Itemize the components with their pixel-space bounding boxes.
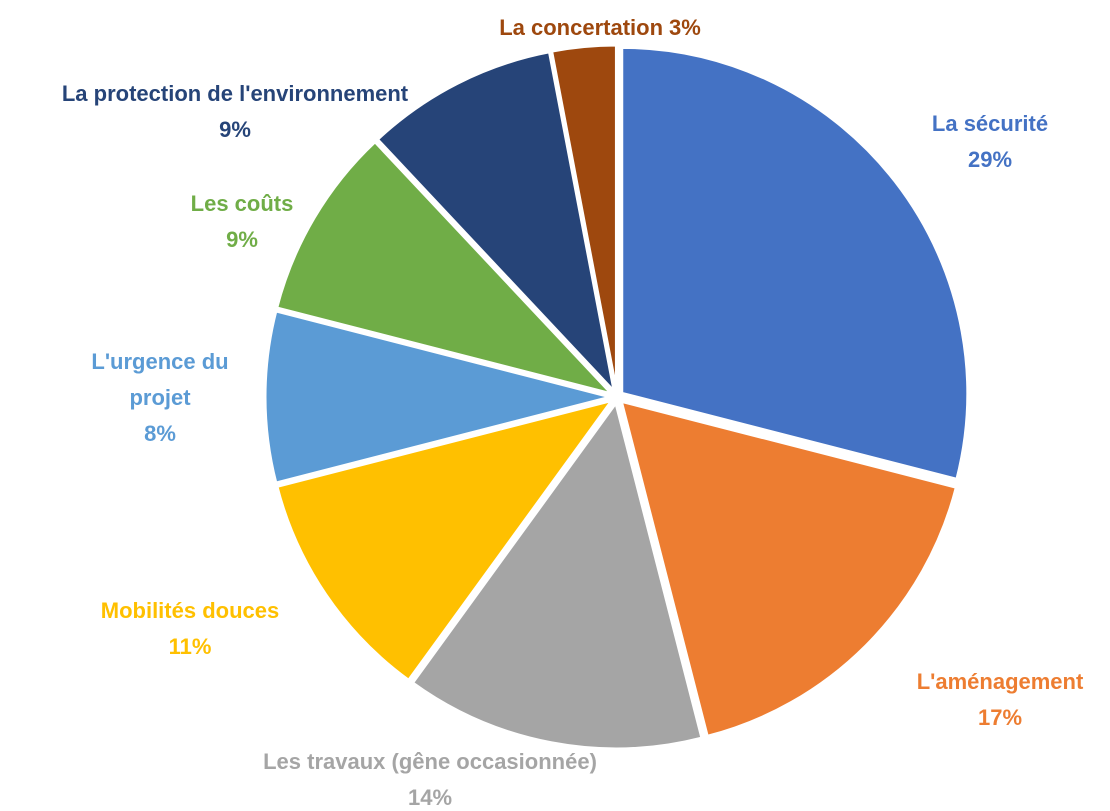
value-label: 11% — [168, 634, 212, 659]
value-label: 9% — [226, 227, 258, 252]
pie-slice — [619, 399, 959, 739]
category-label: La protection de l'environnement — [61, 81, 409, 106]
category-label: La concertation — [499, 15, 664, 40]
value-label: 9% — [219, 117, 251, 142]
category-label: Les travaux (gêne occasionnée) — [263, 749, 597, 774]
data-label: L'aménagement 17% — [917, 664, 1084, 736]
category-label: L'aménagement — [916, 669, 1084, 694]
pie-slice — [549, 43, 618, 392]
data-label: Les coûts 9% — [191, 186, 294, 258]
value-label: 29% — [967, 147, 1013, 172]
pie-slice — [620, 45, 970, 482]
value-label: 17% — [977, 705, 1023, 730]
pie-slice — [263, 309, 612, 485]
value-label: 8% — [144, 421, 176, 446]
value-label: 14% — [407, 785, 453, 810]
data-label: La concertation 3% — [499, 10, 701, 46]
data-label: La protection de l'environnement 9% — [62, 76, 408, 148]
pie-slice — [375, 50, 617, 397]
category-label: L'urgence du projet — [91, 349, 229, 410]
data-label: Les travaux (gêne occasionnée) 14% — [263, 744, 597, 811]
value-label: 3% — [669, 15, 701, 40]
pie-slice — [275, 397, 616, 683]
data-label: La sécurité 29% — [932, 106, 1048, 178]
category-label: Mobilités douces — [100, 598, 280, 623]
category-label: La sécurité — [931, 111, 1049, 136]
data-label: Mobilités douces 11% — [101, 593, 279, 665]
pie-slice — [410, 399, 704, 751]
pie-slice — [274, 139, 617, 397]
data-label: L'urgence du projet 8% — [70, 344, 250, 452]
category-label: Les coûts — [190, 191, 294, 216]
